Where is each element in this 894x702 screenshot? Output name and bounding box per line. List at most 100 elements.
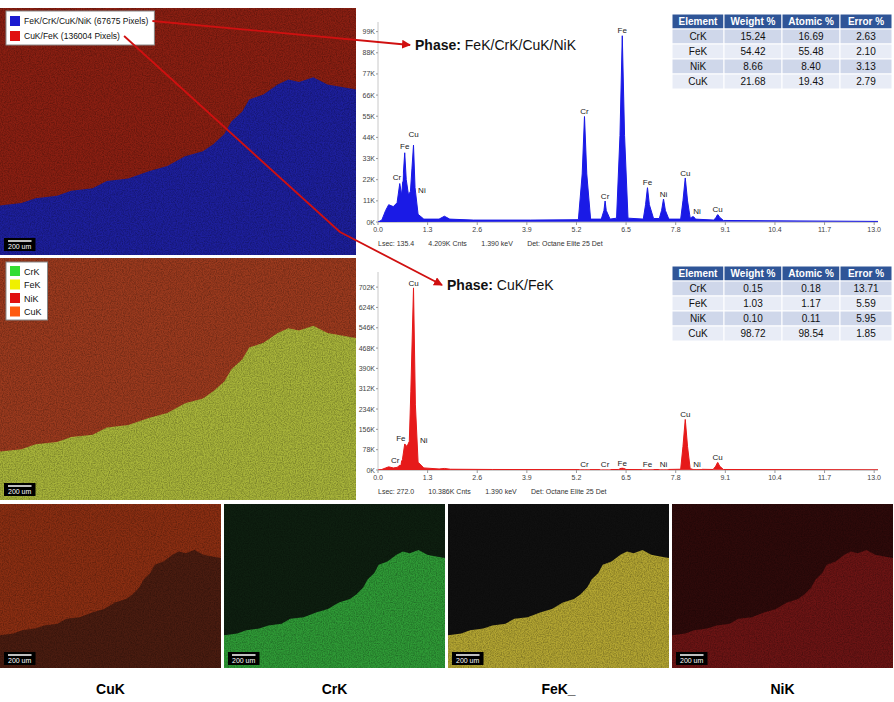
table-cell: [782, 296, 840, 311]
figure: 200 um FeK/CrK/CuK/NiK (67675 Pixels)CuK/…: [0, 0, 894, 702]
x-tick-label: 13.0: [867, 474, 881, 481]
y-tick: [376, 409, 378, 410]
table-cell: [672, 296, 724, 311]
legend-label: FeK: [24, 280, 41, 290]
map-texture: [672, 504, 893, 668]
table-value: 1.85: [856, 328, 876, 339]
y-tick-label: 0K: [366, 467, 375, 474]
table-value: 19.43: [798, 76, 823, 87]
scale-bar-box: [4, 238, 36, 251]
spectrum-footer: 1.390 keV: [481, 240, 513, 247]
x-tick-label: 11.7: [818, 226, 831, 233]
legend-label: CuK/FeK (136004 Pixels): [24, 31, 120, 41]
table-header: Weight %: [731, 16, 776, 27]
y-tick-label: 11K: [363, 197, 375, 204]
table-cell: [672, 74, 724, 89]
y-tick-label: 702K: [359, 284, 376, 291]
spectrum-footer: Det: Octane Elite 25 Det: [531, 488, 607, 495]
plot-area: [378, 288, 878, 470]
y-tick: [376, 222, 378, 223]
scale-bar: 200 um: [4, 652, 36, 665]
label-patch: [579, 107, 590, 116]
phase-legend: FeK/CrK/CuK/NiK (67675 Pixels)CuK/FeK (1…: [6, 11, 154, 45]
peak-label: Ni: [660, 190, 668, 199]
spectrum-footer: 4.209K Cnts: [428, 240, 467, 247]
table-value: FeK: [689, 298, 708, 309]
table-value: 16.69: [798, 31, 823, 42]
table-header: Error %: [848, 16, 884, 27]
table-cell: [840, 266, 892, 281]
label-patch: [659, 460, 669, 469]
table-cell: [672, 266, 724, 281]
label-patch: [417, 186, 427, 195]
table-cell: [782, 44, 840, 59]
map-texture: [224, 504, 445, 668]
label-patch: [407, 130, 419, 139]
label-patch: [679, 410, 691, 419]
x-tick: [427, 470, 428, 473]
scale-bar-line: [8, 485, 32, 487]
peak-label: Cr: [601, 192, 610, 201]
spectrum: [378, 35, 878, 222]
y-tick: [376, 200, 378, 201]
scale-bar: 200 um: [4, 238, 36, 251]
panel-caption: FeK_: [541, 681, 575, 697]
panel-caption: CrK: [322, 681, 348, 697]
label-patch: [692, 460, 702, 469]
scale-bar-box: [4, 652, 36, 665]
y-tick: [376, 429, 378, 430]
y-tick: [376, 327, 378, 328]
legend-swatch: [10, 280, 20, 290]
table-value: NiK: [690, 61, 706, 72]
label-patch: [390, 456, 401, 465]
table-value: FeK: [689, 46, 708, 57]
y-tick: [376, 31, 378, 32]
label-patch: [712, 453, 724, 462]
spectrum-footer: Lsec: 135.4: [378, 240, 414, 247]
y-tick: [376, 368, 378, 369]
scale-bar-line: [232, 654, 256, 656]
peak-label: Cu: [713, 205, 723, 214]
table-cell: [782, 326, 840, 341]
phase-map: [0, 8, 356, 255]
map-texture: [0, 8, 356, 255]
x-tick-label: 2.6: [472, 226, 482, 233]
y-axis: [378, 272, 379, 470]
peak-label: Cr: [580, 460, 589, 469]
peak-label: Cr: [580, 107, 589, 116]
y-tick: [376, 287, 378, 288]
scale-bar-label: 200 um: [8, 657, 32, 664]
peak-label: Cr: [601, 460, 610, 469]
y-tick: [376, 307, 378, 308]
table-header: Atomic %: [788, 16, 834, 27]
label-patch: [679, 169, 691, 178]
x-tick-label: 2.6: [472, 474, 482, 481]
y-tick: [376, 449, 378, 450]
label-patch: [392, 173, 403, 182]
legend-swatch: [10, 31, 20, 41]
scale-bar: 200 um: [452, 652, 484, 665]
table-cell: [724, 296, 782, 311]
scale-bar-box: [676, 652, 708, 665]
label-patch: [712, 205, 724, 214]
label-patch: [407, 279, 419, 288]
table-cell: [840, 311, 892, 326]
table-cell: [782, 59, 840, 74]
x-tick: [576, 222, 577, 225]
y-tick-label: 99K: [363, 28, 376, 35]
y-tick: [376, 95, 378, 96]
map-background: [0, 258, 356, 500]
table-header: Weight %: [731, 268, 776, 279]
table-value: 1.17: [801, 298, 821, 309]
scale-bar-label: 200 um: [8, 488, 32, 495]
table-value: 98.72: [740, 328, 765, 339]
map-texture: [0, 258, 356, 500]
table-cell: [782, 311, 840, 326]
phase-title: Phase: CuK/FeK: [447, 277, 554, 293]
table-cell: [840, 29, 892, 44]
table-value: 0.10: [743, 313, 763, 324]
table-value: 8.66: [743, 61, 763, 72]
legend-label: NiK: [24, 294, 39, 304]
table-value: 15.24: [740, 31, 765, 42]
table-cell: [840, 326, 892, 341]
